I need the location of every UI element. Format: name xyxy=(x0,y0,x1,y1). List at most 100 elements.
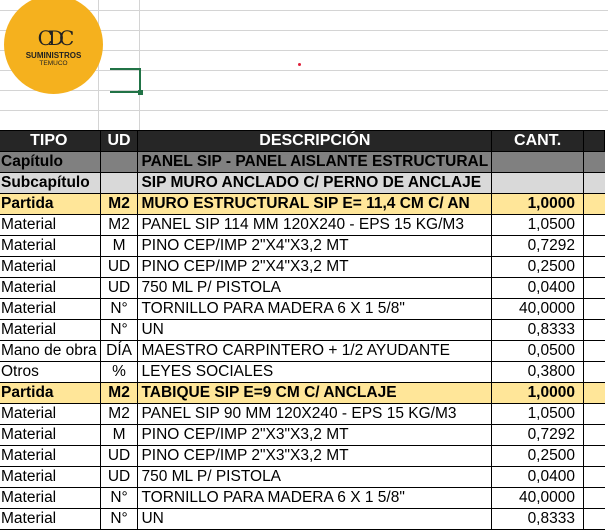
cell-ud[interactable]: N° xyxy=(99,508,139,530)
cell-tipo[interactable]: Subcapítulo xyxy=(0,172,101,194)
cell-extra[interactable] xyxy=(582,214,605,236)
cell-cant[interactable]: 1,0000 xyxy=(491,193,584,215)
cell-ud[interactable]: M2 xyxy=(99,382,139,404)
cell-ud[interactable] xyxy=(99,172,139,194)
cell-cant[interactable]: 1,0000 xyxy=(491,382,584,404)
cell-tipo[interactable]: Mano de obra xyxy=(0,340,101,362)
cell-ud[interactable]: N° xyxy=(99,298,139,320)
cell-cant[interactable]: 40,0000 xyxy=(491,298,584,320)
cell-extra[interactable] xyxy=(582,298,605,320)
cell-tipo[interactable]: Material xyxy=(0,466,101,488)
selected-cell[interactable] xyxy=(110,68,143,95)
cell-cant[interactable]: 0,8333 xyxy=(491,508,584,530)
cell-extra[interactable] xyxy=(582,151,605,173)
cell-tipo[interactable]: Material xyxy=(0,277,101,299)
cell-extra[interactable] xyxy=(582,403,605,425)
cell-extra[interactable] xyxy=(582,193,605,215)
cell-tipo[interactable]: Material xyxy=(0,319,101,341)
cell-descripcion[interactable]: PANEL SIP - PANEL AISLANTE ESTRUCTURAL xyxy=(137,151,493,173)
cell-descripcion[interactable]: 750 ML P/ PISTOLA xyxy=(137,466,493,488)
cell-cant[interactable]: 0,7292 xyxy=(491,235,584,257)
header-extra[interactable] xyxy=(582,130,606,152)
empty-grid-cells[interactable] xyxy=(0,0,608,130)
cell-ud[interactable]: N° xyxy=(99,319,139,341)
cell-ud[interactable]: M xyxy=(99,235,139,257)
cell-cant[interactable]: 0,0500 xyxy=(491,340,584,362)
cell-descripcion[interactable]: PINO CEP/IMP 2"X4"X3,2 MT xyxy=(137,256,493,278)
cell-extra[interactable] xyxy=(582,172,605,194)
cell-extra[interactable] xyxy=(582,361,605,383)
cell-ud[interactable]: M2 xyxy=(99,214,139,236)
cell-cant[interactable]: 0,0400 xyxy=(491,277,584,299)
cell-extra[interactable] xyxy=(582,256,605,278)
cell-ud[interactable]: DÍA xyxy=(99,340,139,362)
cell-tipo[interactable]: Material xyxy=(0,235,101,257)
header-cant[interactable]: CANT. xyxy=(491,130,584,152)
cell-cant[interactable] xyxy=(491,151,584,173)
cell-cant[interactable]: 0,8333 xyxy=(491,319,584,341)
cell-extra[interactable] xyxy=(582,277,605,299)
cell-cant[interactable] xyxy=(491,172,584,194)
cell-descripcion[interactable]: PINO CEP/IMP 2"X3"X3,2 MT xyxy=(137,424,493,446)
cell-tipo[interactable]: Partida xyxy=(0,193,101,215)
cell-ud[interactable] xyxy=(99,151,139,173)
cell-tipo[interactable]: Material xyxy=(0,256,101,278)
fill-handle[interactable] xyxy=(138,90,143,95)
cell-extra[interactable] xyxy=(582,424,605,446)
cell-descripcion[interactable]: UN xyxy=(137,319,493,341)
cell-tipo[interactable]: Material xyxy=(0,214,101,236)
cell-extra[interactable] xyxy=(582,340,605,362)
cell-descripcion[interactable]: PINO CEP/IMP 2"X4"X3,2 MT xyxy=(137,235,493,257)
cell-cant[interactable]: 0,2500 xyxy=(491,256,584,278)
table-row: Material UD 750 ML P/ PISTOLA 0,0400 xyxy=(0,466,605,488)
cell-descripcion[interactable]: PANEL SIP 90 MM 120X240 - EPS 15 KG/M3 xyxy=(137,403,493,425)
table-row: Partida M2 TABIQUE SIP E=9 CM C/ ANCLAJE 1,… xyxy=(0,382,605,404)
cell-cant[interactable]: 0,2500 xyxy=(491,445,584,467)
cell-descripcion[interactable]: SIP MURO ANCLADO C/ PERNO DE ANCLAJE xyxy=(137,172,493,194)
cell-extra[interactable] xyxy=(582,508,605,530)
cell-ud[interactable]: M xyxy=(99,424,139,446)
cell-descripcion[interactable]: TORNILLO PARA MADERA 6 X 1 5/8" xyxy=(137,487,493,509)
header-descripcion[interactable]: DESCRIPCIÓN xyxy=(137,130,493,152)
cell-descripcion[interactable]: TABIQUE SIP E=9 CM C/ ANCLAJE xyxy=(137,382,493,404)
cell-extra[interactable] xyxy=(582,235,605,257)
cell-extra[interactable] xyxy=(582,445,605,467)
cell-extra[interactable] xyxy=(582,319,605,341)
cell-descripcion[interactable]: MAESTRO CARPINTERO + 1/2 AYUDANTE xyxy=(137,340,493,362)
cell-ud[interactable]: UD xyxy=(99,445,139,467)
cell-descripcion[interactable]: UN xyxy=(137,508,493,530)
cell-tipo[interactable]: Capítulo xyxy=(0,151,101,173)
cell-cant[interactable]: 1,0500 xyxy=(491,403,584,425)
cell-tipo[interactable]: Material xyxy=(0,487,101,509)
cell-tipo[interactable]: Material xyxy=(0,403,101,425)
cell-cant[interactable]: 0,0400 xyxy=(491,466,584,488)
header-ud[interactable]: UD xyxy=(99,130,139,152)
cell-tipo[interactable]: Partida xyxy=(0,382,101,404)
cell-extra[interactable] xyxy=(582,466,605,488)
cell-descripcion[interactable]: PINO CEP/IMP 2"X3"X3,2 MT xyxy=(137,445,493,467)
cell-tipo[interactable]: Material xyxy=(0,445,101,467)
cell-ud[interactable]: N° xyxy=(99,487,139,509)
cell-cant[interactable]: 0,7292 xyxy=(491,424,584,446)
header-tipo[interactable]: TIPO xyxy=(0,130,101,152)
cell-tipo[interactable]: Otros xyxy=(0,361,101,383)
cell-tipo[interactable]: Material xyxy=(0,424,101,446)
cell-descripcion[interactable]: 750 ML P/ PISTOLA xyxy=(137,277,493,299)
cell-ud[interactable]: UD xyxy=(99,256,139,278)
cell-ud[interactable]: % xyxy=(99,361,139,383)
cell-ud[interactable]: UD xyxy=(99,466,139,488)
cell-ud[interactable]: M2 xyxy=(99,403,139,425)
cell-ud[interactable]: UD xyxy=(99,277,139,299)
cell-cant[interactable]: 40,0000 xyxy=(491,487,584,509)
cell-ud[interactable]: M2 xyxy=(99,193,139,215)
cell-extra[interactable] xyxy=(582,487,605,509)
cell-descripcion[interactable]: PANEL SIP 114 MM 120X240 - EPS 15 KG/M3 xyxy=(137,214,493,236)
cell-tipo[interactable]: Material xyxy=(0,508,101,530)
cell-tipo[interactable]: Material xyxy=(0,298,101,320)
cell-extra[interactable] xyxy=(582,382,605,404)
cell-descripcion[interactable]: LEYES SOCIALES xyxy=(137,361,493,383)
cell-descripcion[interactable]: TORNILLO PARA MADERA 6 X 1 5/8" xyxy=(137,298,493,320)
cell-cant[interactable]: 1,0500 xyxy=(491,214,584,236)
cell-descripcion[interactable]: MURO ESTRUCTURAL SIP E= 11,4 CM C/ AN xyxy=(137,193,493,215)
cell-cant[interactable]: 0,3800 xyxy=(491,361,584,383)
